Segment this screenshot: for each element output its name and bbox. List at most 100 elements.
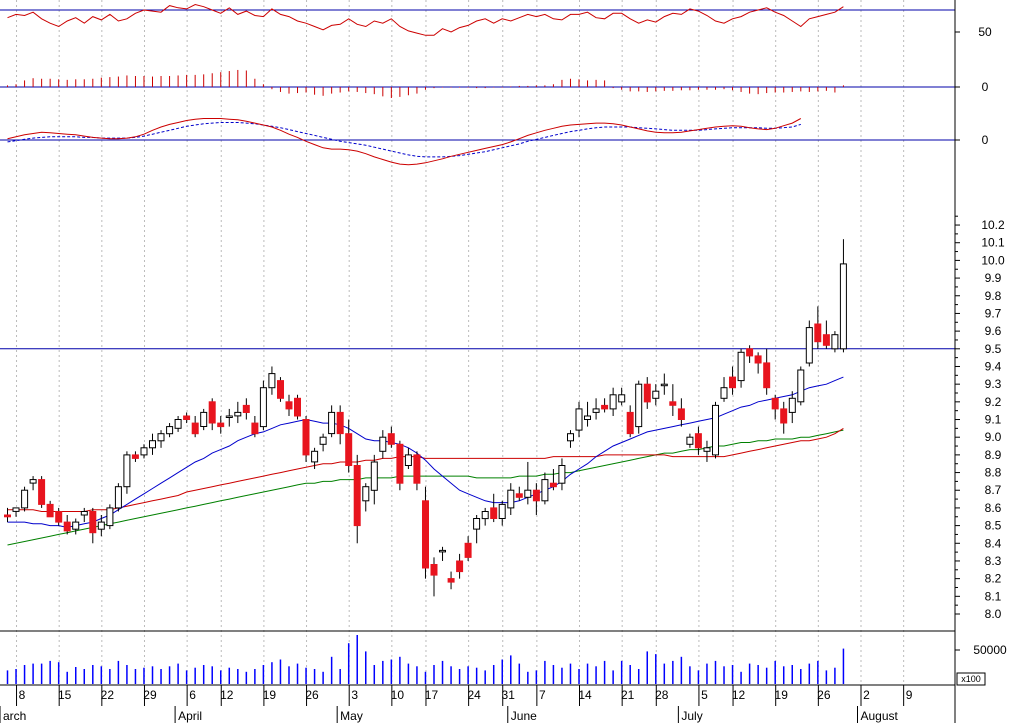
candle-up [439, 549, 446, 553]
candle-up [114, 486, 122, 509]
price-tick-label: 9.5 [985, 342, 1002, 356]
candle-down [208, 401, 216, 424]
day-label: 24 [467, 688, 481, 702]
candle-up [584, 415, 591, 420]
price-tick-label: 9.9 [985, 271, 1002, 285]
month-label: June [511, 709, 537, 723]
price-tick-label: 9.8 [985, 289, 1002, 303]
candle-down [63, 521, 71, 532]
price-tick-label: 8.8 [985, 466, 1002, 480]
candle-up [234, 411, 242, 417]
candle-up [788, 397, 796, 413]
candle-down [822, 334, 830, 346]
price-tick-label: 9.3 [985, 377, 1002, 391]
moving-average-short [7, 376, 844, 528]
candle-down [626, 411, 634, 435]
candle-up [72, 521, 80, 530]
rsi-tick-label: 50 [978, 25, 992, 39]
candle-up [140, 447, 148, 456]
candle-down [131, 454, 139, 459]
macd-panel: 0 [0, 118, 989, 166]
candle-down [814, 323, 822, 343]
candle-up [404, 454, 412, 466]
candle-up [592, 408, 600, 413]
candle-up [831, 334, 839, 350]
candle-up [686, 436, 694, 445]
day-label: 29 [143, 688, 157, 702]
candle-up [328, 411, 336, 435]
candle-down [4, 514, 11, 518]
volume-panel: 50000 x100 [6, 635, 1007, 686]
day-label: 12 [732, 688, 746, 702]
candle-down [430, 564, 438, 576]
candle-down [387, 433, 395, 445]
day-label: 14 [578, 688, 592, 702]
price-tick-label: 10.2 [981, 218, 1005, 232]
candle-down [677, 408, 685, 420]
month-label: August [861, 709, 899, 723]
candle-down [191, 422, 199, 435]
day-label: 12 [220, 688, 234, 702]
day-label: 19 [775, 688, 789, 702]
volume-unit-label: x100 [961, 674, 981, 684]
price-tick-label: 9.2 [985, 395, 1002, 409]
candle-up [737, 351, 745, 382]
day-label: 26 [817, 688, 831, 702]
candle-down [763, 362, 771, 389]
day-label: 15 [58, 688, 72, 702]
candle-down [746, 348, 754, 357]
candle-up [575, 408, 583, 431]
day-label: 5 [701, 688, 708, 702]
price-tick-label: 9.1 [985, 413, 1002, 427]
candle-down [396, 443, 404, 484]
day-label: 19 [263, 688, 277, 702]
candle-down [183, 415, 191, 420]
month-label: May [340, 709, 363, 723]
vertical-grid [16, 0, 905, 685]
price-tick-label: 8.5 [985, 519, 1002, 533]
candle-up [123, 454, 131, 488]
month-label: arch [3, 709, 26, 723]
rsi-panel: 50 [0, 3, 992, 39]
day-label: 6 [189, 688, 196, 702]
panel-frames [0, 0, 956, 723]
macd-tick-label: 0 [982, 133, 989, 147]
candle-up [797, 369, 805, 403]
candle-up [567, 433, 574, 442]
volume-tick-label: 50000 [973, 643, 1007, 657]
candle-up [12, 507, 20, 512]
candle-up [524, 489, 532, 498]
rsi-line [7, 3, 844, 36]
day-label: 3 [351, 688, 358, 702]
candle-down [669, 401, 677, 406]
day-label: 26 [305, 688, 319, 702]
candle-down [336, 411, 344, 435]
macd-line [7, 118, 802, 166]
candle-up [473, 518, 481, 530]
candle-up [157, 433, 165, 442]
candle-down [413, 454, 421, 484]
price-tick-label: 9.7 [985, 306, 1002, 320]
candle-up [97, 521, 105, 530]
candle-down [55, 511, 63, 523]
candle-down [780, 408, 788, 424]
price-tick-label: 8.3 [985, 554, 1002, 568]
price-tick-label: 8.0 [985, 607, 1002, 621]
histogram-panel: 0 [0, 69, 989, 98]
day-label: 2 [863, 688, 870, 702]
candle-down [302, 419, 310, 456]
candle-up [29, 479, 37, 484]
candle-down [490, 507, 498, 519]
candle-down [694, 433, 702, 449]
date-axis: 8 15 22 29 6 12 19 26 3 10 17 24 31 7 14 21 28 5 12 19 26 2 9a… [0, 685, 913, 723]
price-tick-label: 9.6 [985, 324, 1002, 338]
candle-down [251, 422, 259, 435]
candle-down [643, 383, 651, 403]
candle-up [618, 394, 626, 403]
candle-down [46, 503, 54, 518]
candle-up [635, 383, 643, 428]
price-tick-label: 8.9 [985, 448, 1002, 462]
candle-down [353, 465, 361, 527]
candle-up [652, 390, 660, 399]
